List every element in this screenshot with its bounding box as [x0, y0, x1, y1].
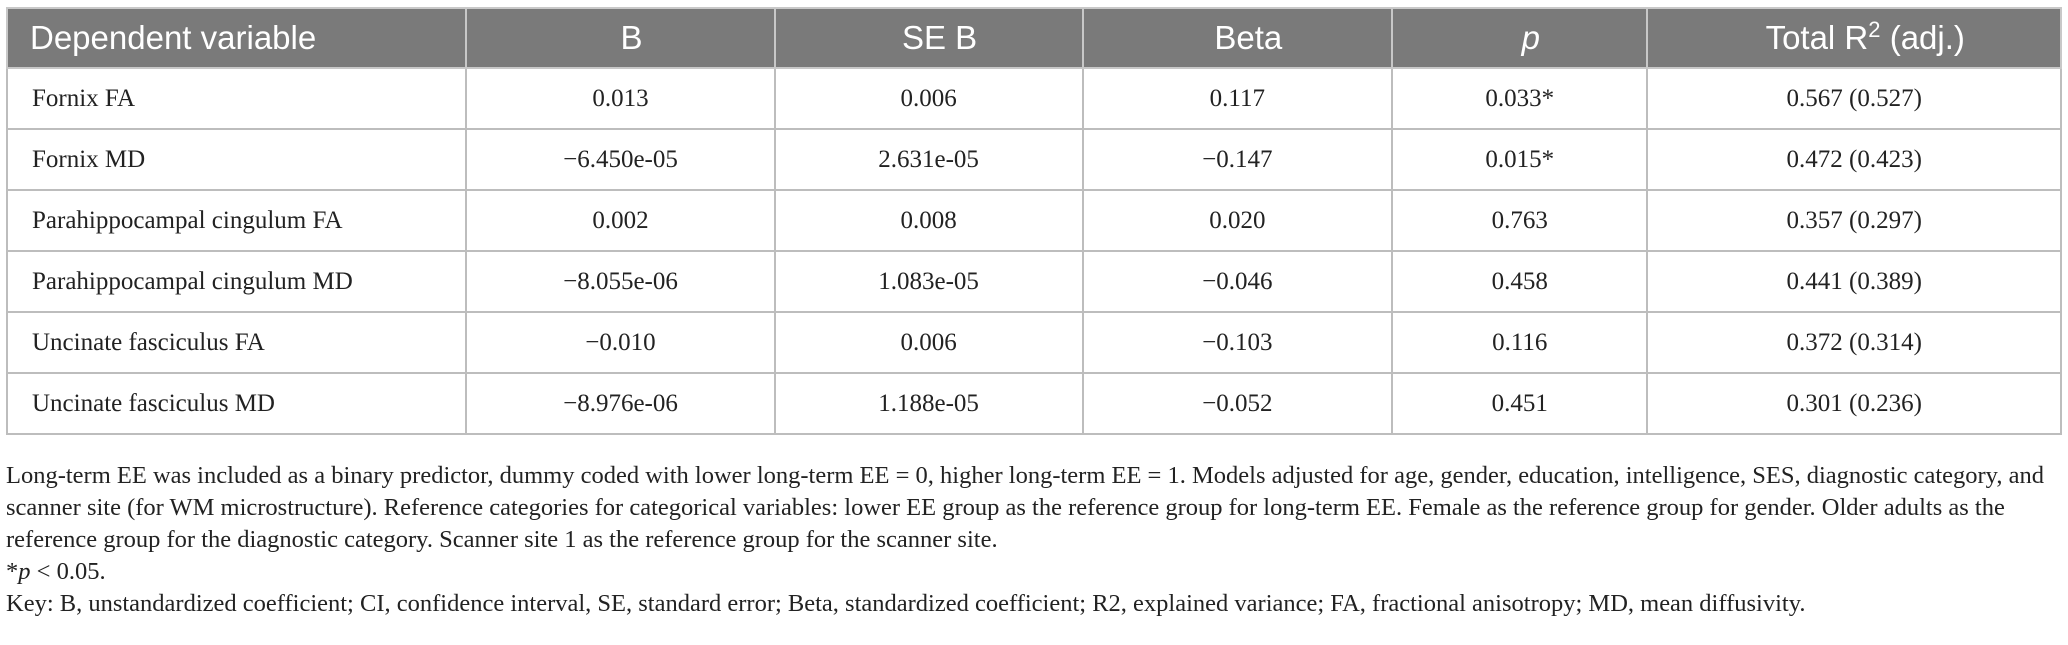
cell-r2: 0.567 (0.527): [1646, 67, 2062, 130]
table-row: Fornix MD −6.450e-05 2.631e-05 −0.147 0.…: [5, 128, 2062, 191]
significance-text: < 0.05.: [30, 558, 106, 585]
table-header: Dependent variable B SE B Beta p Total R…: [5, 7, 2062, 69]
key-note: Key: B, unstandardized coefficient; CI, …: [6, 590, 1806, 617]
cell-r2: 0.301 (0.236): [1646, 372, 2062, 435]
results-table: Dependent variable B SE B Beta p Total R…: [5, 7, 2062, 435]
header-total-r2: Total R2 (adj.): [1646, 7, 2062, 69]
cell-se-b: 1.083e-05: [773, 250, 1084, 313]
cell-se-b: 0.008: [773, 189, 1084, 252]
cell-beta: −0.103: [1081, 311, 1394, 374]
header-r2-label: Total R: [1765, 19, 1869, 56]
table-row: Uncinate fasciculus MD −8.976e-06 1.188e…: [5, 372, 2062, 435]
cell-beta: −0.046: [1081, 250, 1394, 313]
header-se-b: SE B: [773, 7, 1084, 69]
cell-p: 0.033*: [1391, 67, 1649, 130]
cell-variable: Fornix FA: [5, 67, 468, 130]
cell-beta: 0.020: [1081, 189, 1394, 252]
cell-variable: Fornix MD: [5, 128, 468, 191]
cell-r2: 0.441 (0.389): [1646, 250, 2062, 313]
header-r2-superscript: 2: [1868, 17, 1881, 42]
header-r2-suffix: (adj.): [1880, 19, 1965, 56]
cell-beta: 0.117: [1081, 67, 1394, 130]
cell-p: 0.458: [1391, 250, 1649, 313]
cell-se-b: 2.631e-05: [773, 128, 1084, 191]
cell-b: −8.055e-06: [465, 250, 776, 313]
header-b: B: [465, 7, 776, 69]
results-table-container: Dependent variable B SE B Beta p Total R…: [5, 7, 2062, 435]
table-row: Uncinate fasciculus FA −0.010 0.006 −0.1…: [5, 311, 2062, 374]
cell-p: 0.015*: [1391, 128, 1649, 191]
significance-note: *p < 0.05.: [6, 556, 2064, 588]
cell-b: −0.010: [465, 311, 776, 374]
cell-b: 0.002: [465, 189, 776, 252]
cell-p: 0.451: [1391, 372, 1649, 435]
cell-se-b: 1.188e-05: [773, 372, 1084, 435]
footnote-text: Long-term EE was included as a binary pr…: [6, 462, 2044, 553]
cell-variable: Uncinate fasciculus MD: [5, 372, 468, 435]
cell-variable: Uncinate fasciculus FA: [5, 311, 468, 374]
cell-se-b: 0.006: [773, 311, 1084, 374]
cell-variable: Parahippocampal cingulum FA: [5, 189, 468, 252]
cell-p: 0.116: [1391, 311, 1649, 374]
significance-p: p: [18, 558, 31, 585]
header-dependent-variable: Dependent variable: [5, 7, 468, 69]
table-row: Parahippocampal cingulum FA 0.002 0.008 …: [5, 189, 2062, 252]
cell-variable: Parahippocampal cingulum MD: [5, 250, 468, 313]
cell-b: 0.013: [465, 67, 776, 130]
header-p: p: [1391, 7, 1649, 69]
table-row: Fornix FA 0.013 0.006 0.117 0.033* 0.567…: [5, 67, 2062, 130]
cell-b: −8.976e-06: [465, 372, 776, 435]
cell-se-b: 0.006: [773, 67, 1084, 130]
cell-p: 0.763: [1391, 189, 1649, 252]
cell-beta: −0.052: [1081, 372, 1394, 435]
cell-b: −6.450e-05: [465, 128, 776, 191]
cell-r2: 0.372 (0.314): [1646, 311, 2062, 374]
cell-r2: 0.472 (0.423): [1646, 128, 2062, 191]
cell-r2: 0.357 (0.297): [1646, 189, 2062, 252]
significance-star: *: [6, 558, 19, 585]
table-notes: Long-term EE was included as a binary pr…: [6, 460, 2064, 620]
cell-beta: −0.147: [1081, 128, 1394, 191]
table-body: Fornix FA 0.013 0.006 0.117 0.033* 0.567…: [5, 67, 2062, 435]
table-row: Parahippocampal cingulum MD −8.055e-06 1…: [5, 250, 2062, 313]
header-row: Dependent variable B SE B Beta p Total R…: [5, 7, 2062, 69]
header-beta: Beta: [1081, 7, 1394, 69]
header-p-label: p: [1521, 19, 1540, 56]
